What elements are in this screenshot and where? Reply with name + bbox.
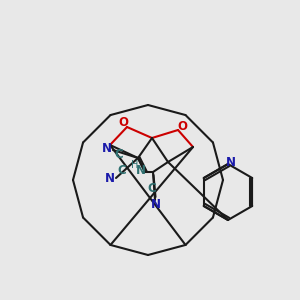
Text: N: N bbox=[105, 172, 115, 185]
Text: C: C bbox=[115, 148, 123, 161]
Text: N: N bbox=[226, 155, 236, 169]
Text: C: C bbox=[118, 164, 126, 178]
Text: N: N bbox=[136, 164, 146, 178]
Text: O: O bbox=[177, 119, 187, 133]
Text: C: C bbox=[148, 182, 156, 194]
Text: N: N bbox=[151, 199, 161, 212]
Text: H: H bbox=[131, 160, 139, 170]
Text: O: O bbox=[118, 116, 128, 130]
Text: N: N bbox=[102, 142, 112, 155]
